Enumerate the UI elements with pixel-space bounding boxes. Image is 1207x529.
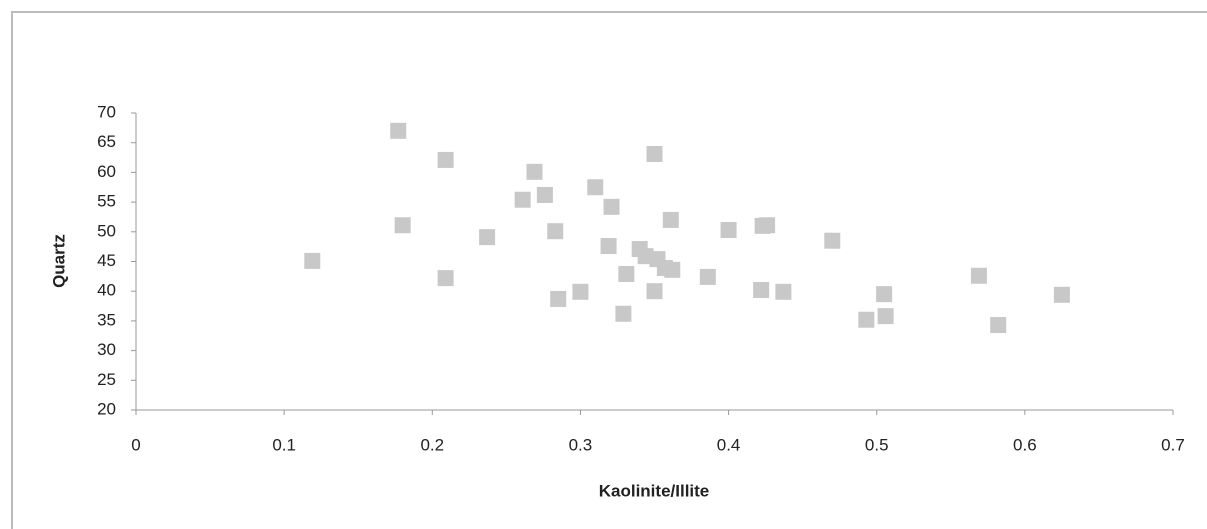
point: [824, 232, 841, 249]
point: [547, 223, 564, 240]
chart-frame: [11, 11, 1207, 529]
point: [646, 283, 663, 300]
point: [479, 229, 496, 246]
y-tick-label: 70: [97, 102, 116, 121]
x-tick-label: 0.5: [865, 435, 889, 454]
point: [394, 217, 411, 234]
point: [603, 198, 620, 215]
point: [753, 282, 770, 299]
x-tick-label: 0.4: [717, 435, 741, 454]
point: [390, 122, 407, 139]
point: [437, 151, 454, 168]
point: [754, 217, 771, 234]
point: [587, 179, 604, 196]
x-tick-label: 0.2: [420, 435, 444, 454]
y-axis-title: Quartz: [49, 234, 68, 288]
y-tick-label: 20: [97, 399, 116, 418]
point: [664, 261, 681, 278]
point: [970, 267, 987, 284]
point: [775, 283, 792, 300]
x-tick-label: 0.1: [272, 435, 296, 454]
point: [618, 265, 635, 282]
point: [526, 163, 543, 180]
x-axis-title: Kaolinite/Illite: [599, 481, 710, 500]
point: [877, 308, 894, 325]
point: [662, 211, 679, 228]
point: [572, 283, 589, 300]
y-tick-label: 40: [97, 281, 116, 300]
y-tick-label: 35: [97, 310, 116, 329]
point: [646, 145, 663, 162]
point: [550, 290, 567, 307]
y-tick-label: 30: [97, 340, 116, 359]
point: [1053, 286, 1070, 303]
x-tick-label: 0: [131, 435, 140, 454]
point: [304, 252, 321, 269]
point: [720, 222, 737, 239]
point: [699, 268, 716, 285]
point: [437, 270, 454, 287]
point: [615, 305, 632, 322]
y-tick-label: 25: [97, 370, 116, 389]
y-tick-label: 60: [97, 162, 116, 181]
x-tick-label: 0.7: [1161, 435, 1185, 454]
y-tick-label: 50: [97, 221, 116, 240]
point: [990, 317, 1007, 334]
point: [514, 191, 531, 208]
x-tick-label: 0.3: [569, 435, 593, 454]
point: [536, 186, 553, 203]
y-tick-label: 55: [97, 192, 116, 211]
point: [876, 286, 893, 303]
y-tick-label: 65: [97, 132, 116, 151]
point: [858, 311, 875, 328]
point: [600, 238, 617, 255]
y-tick-label: 45: [97, 251, 116, 270]
x-tick-label: 0.6: [1013, 435, 1037, 454]
